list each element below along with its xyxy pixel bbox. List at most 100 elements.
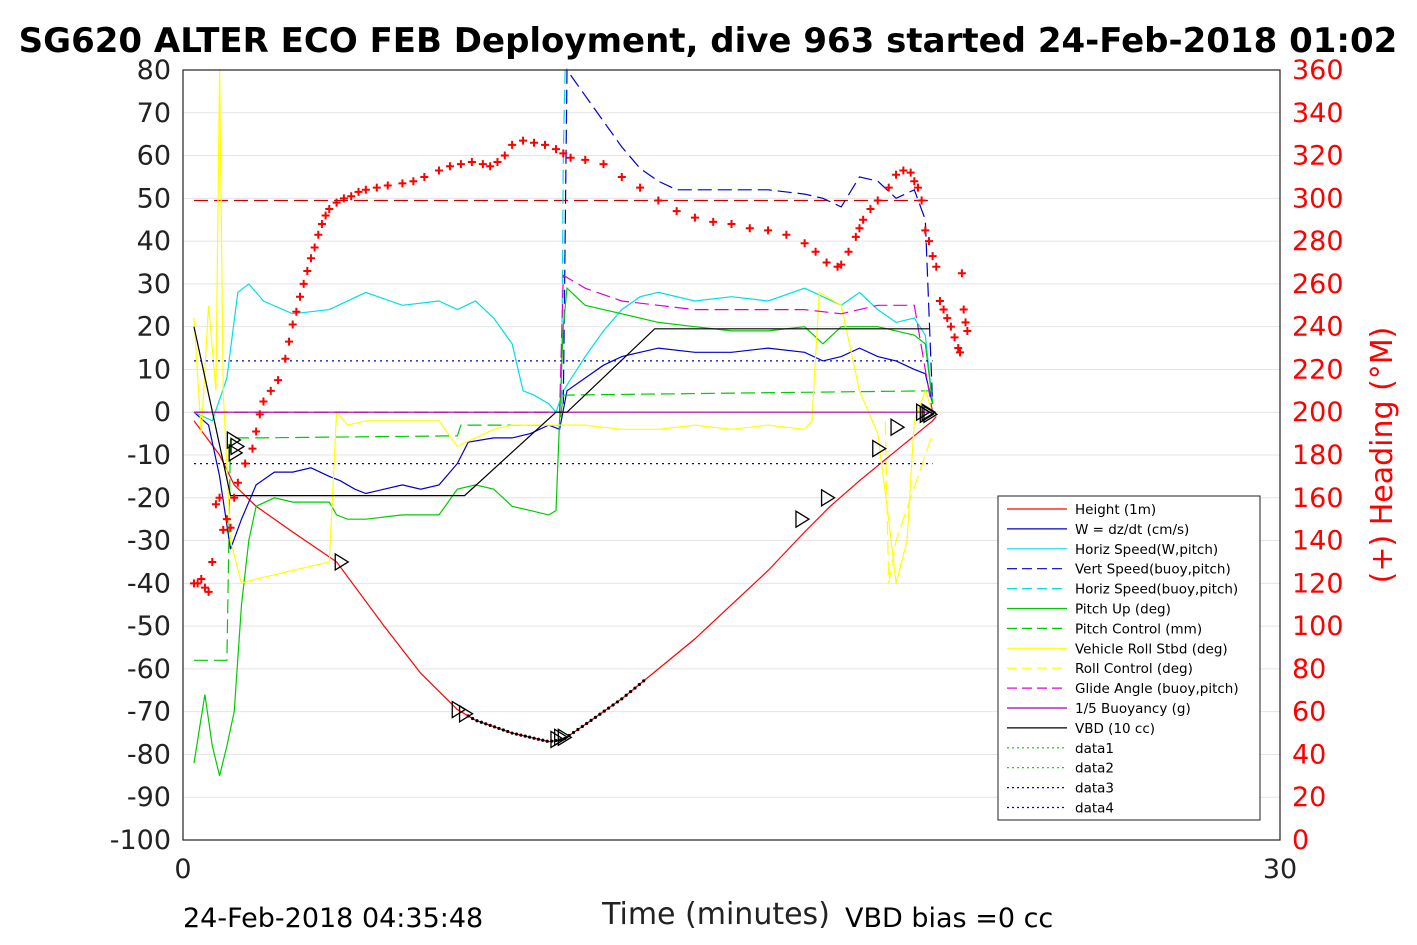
heading-point	[467, 157, 476, 166]
heading-point	[299, 279, 308, 288]
series-line-7	[193, 69, 934, 585]
series-line-3	[562, 68, 934, 404]
left-tick-labels: 80 70 60 50 40 30 20 10 0 -10 -20 -30 -40 -50 -60 -70 -8…	[110, 55, 171, 856]
sample-dot	[497, 726, 501, 731]
heading-point	[727, 220, 736, 228]
x-tick-label: 0	[174, 854, 191, 885]
sample-dot	[471, 716, 475, 721]
heading-point	[211, 500, 220, 509]
event-marker	[923, 405, 939, 424]
heading-point	[566, 153, 575, 162]
heading-point	[892, 170, 901, 179]
sample-dot	[514, 732, 519, 736]
legend-label: 1/5 Buoyancy (g)	[1075, 701, 1191, 717]
heading-point	[924, 237, 933, 246]
sample-dot	[602, 709, 606, 713]
legend-label: Vehicle Roll Stbd (deg)	[1075, 641, 1228, 657]
sample-dot	[642, 679, 646, 683]
heading-point	[321, 211, 330, 220]
heading-point	[445, 162, 454, 171]
sample-dot	[620, 697, 624, 701]
heading-point	[617, 172, 626, 181]
sample-dot	[628, 690, 633, 694]
sample-dot	[488, 723, 492, 727]
legend-label: Pitch Control (mm)	[1075, 621, 1202, 637]
y-right-tick-label: 60	[1292, 697, 1326, 728]
sample-dot	[519, 733, 523, 737]
heading-point	[910, 177, 919, 186]
marker-layer	[226, 403, 939, 749]
heading-point	[281, 354, 290, 363]
series-line-11	[193, 326, 929, 497]
heading-point	[372, 183, 381, 192]
heading-point	[200, 583, 209, 592]
heading-point	[943, 314, 952, 323]
heading-point	[519, 136, 528, 145]
y-right-tick-label: 300	[1292, 183, 1344, 214]
heading-point	[347, 192, 356, 201]
heading-point	[208, 557, 217, 566]
y-right-tick-label: 100	[1292, 611, 1344, 642]
heading-point	[310, 243, 319, 252]
y-tick-label: -10	[127, 440, 171, 471]
heading-point	[266, 386, 275, 395]
heading-point	[306, 254, 315, 263]
heading-point	[292, 307, 301, 316]
heading-point	[954, 344, 963, 353]
heading-point	[636, 183, 645, 192]
event-marker	[919, 405, 935, 424]
sample-dot	[510, 731, 514, 735]
heading-point	[383, 181, 392, 190]
heading-point	[884, 183, 893, 192]
sample-dot	[633, 686, 637, 690]
heading-point	[409, 177, 418, 186]
y-right-tick-label: 360	[1292, 55, 1344, 86]
heading-point	[957, 269, 966, 278]
right-axis-label: (+) Heading (°M)	[1365, 327, 1400, 584]
event-marker	[921, 403, 937, 422]
heading-point	[233, 478, 242, 487]
sample-dot	[479, 720, 483, 724]
y-right-tick-label: 20	[1292, 782, 1326, 813]
heading-point	[259, 397, 268, 406]
chart-title: SG620 ALTER ECO FEB Deployment, dive 963…	[19, 21, 1398, 61]
heading-point	[215, 493, 224, 502]
y-right-tick-label: 320	[1292, 141, 1344, 172]
heading-point	[559, 149, 568, 158]
heading-point	[811, 247, 820, 256]
y-tick-label: -70	[127, 697, 171, 728]
heading-point	[285, 337, 294, 346]
event-marker	[334, 552, 350, 572]
sample-dot	[492, 725, 497, 729]
heading-point	[420, 172, 429, 181]
heading-point	[434, 166, 443, 175]
heading-point	[851, 232, 860, 241]
legend-label: data3	[1075, 781, 1114, 797]
heading-point	[230, 493, 239, 502]
event-marker	[228, 443, 244, 463]
y-right-tick-label: 280	[1292, 226, 1344, 257]
heading-point	[303, 267, 312, 276]
heading-point	[325, 205, 334, 214]
heading-point	[837, 260, 846, 269]
x-tick-label: 30	[1263, 854, 1297, 885]
heading-point	[917, 196, 926, 205]
heading-point	[508, 140, 517, 149]
heading-point	[252, 427, 261, 436]
heading-point	[478, 160, 487, 169]
legend-label: Horiz Speed(buoy,pitch)	[1075, 582, 1238, 598]
heading-point	[288, 320, 297, 329]
heading-point	[963, 326, 972, 335]
heading-point	[500, 151, 509, 160]
heading-point	[222, 515, 231, 524]
sample-dot	[607, 706, 611, 710]
right-tick-labels: 3603403203002802602402202001801601401201…	[1292, 55, 1344, 856]
heading-point	[782, 230, 791, 239]
heading-point	[855, 224, 864, 233]
series-line-9	[194, 274, 934, 413]
sample-dot	[506, 729, 510, 734]
heading-point	[844, 247, 853, 256]
y-right-tick-label: 0	[1292, 825, 1309, 856]
heading-point	[361, 185, 370, 194]
y-tick-label: 80	[137, 55, 171, 86]
